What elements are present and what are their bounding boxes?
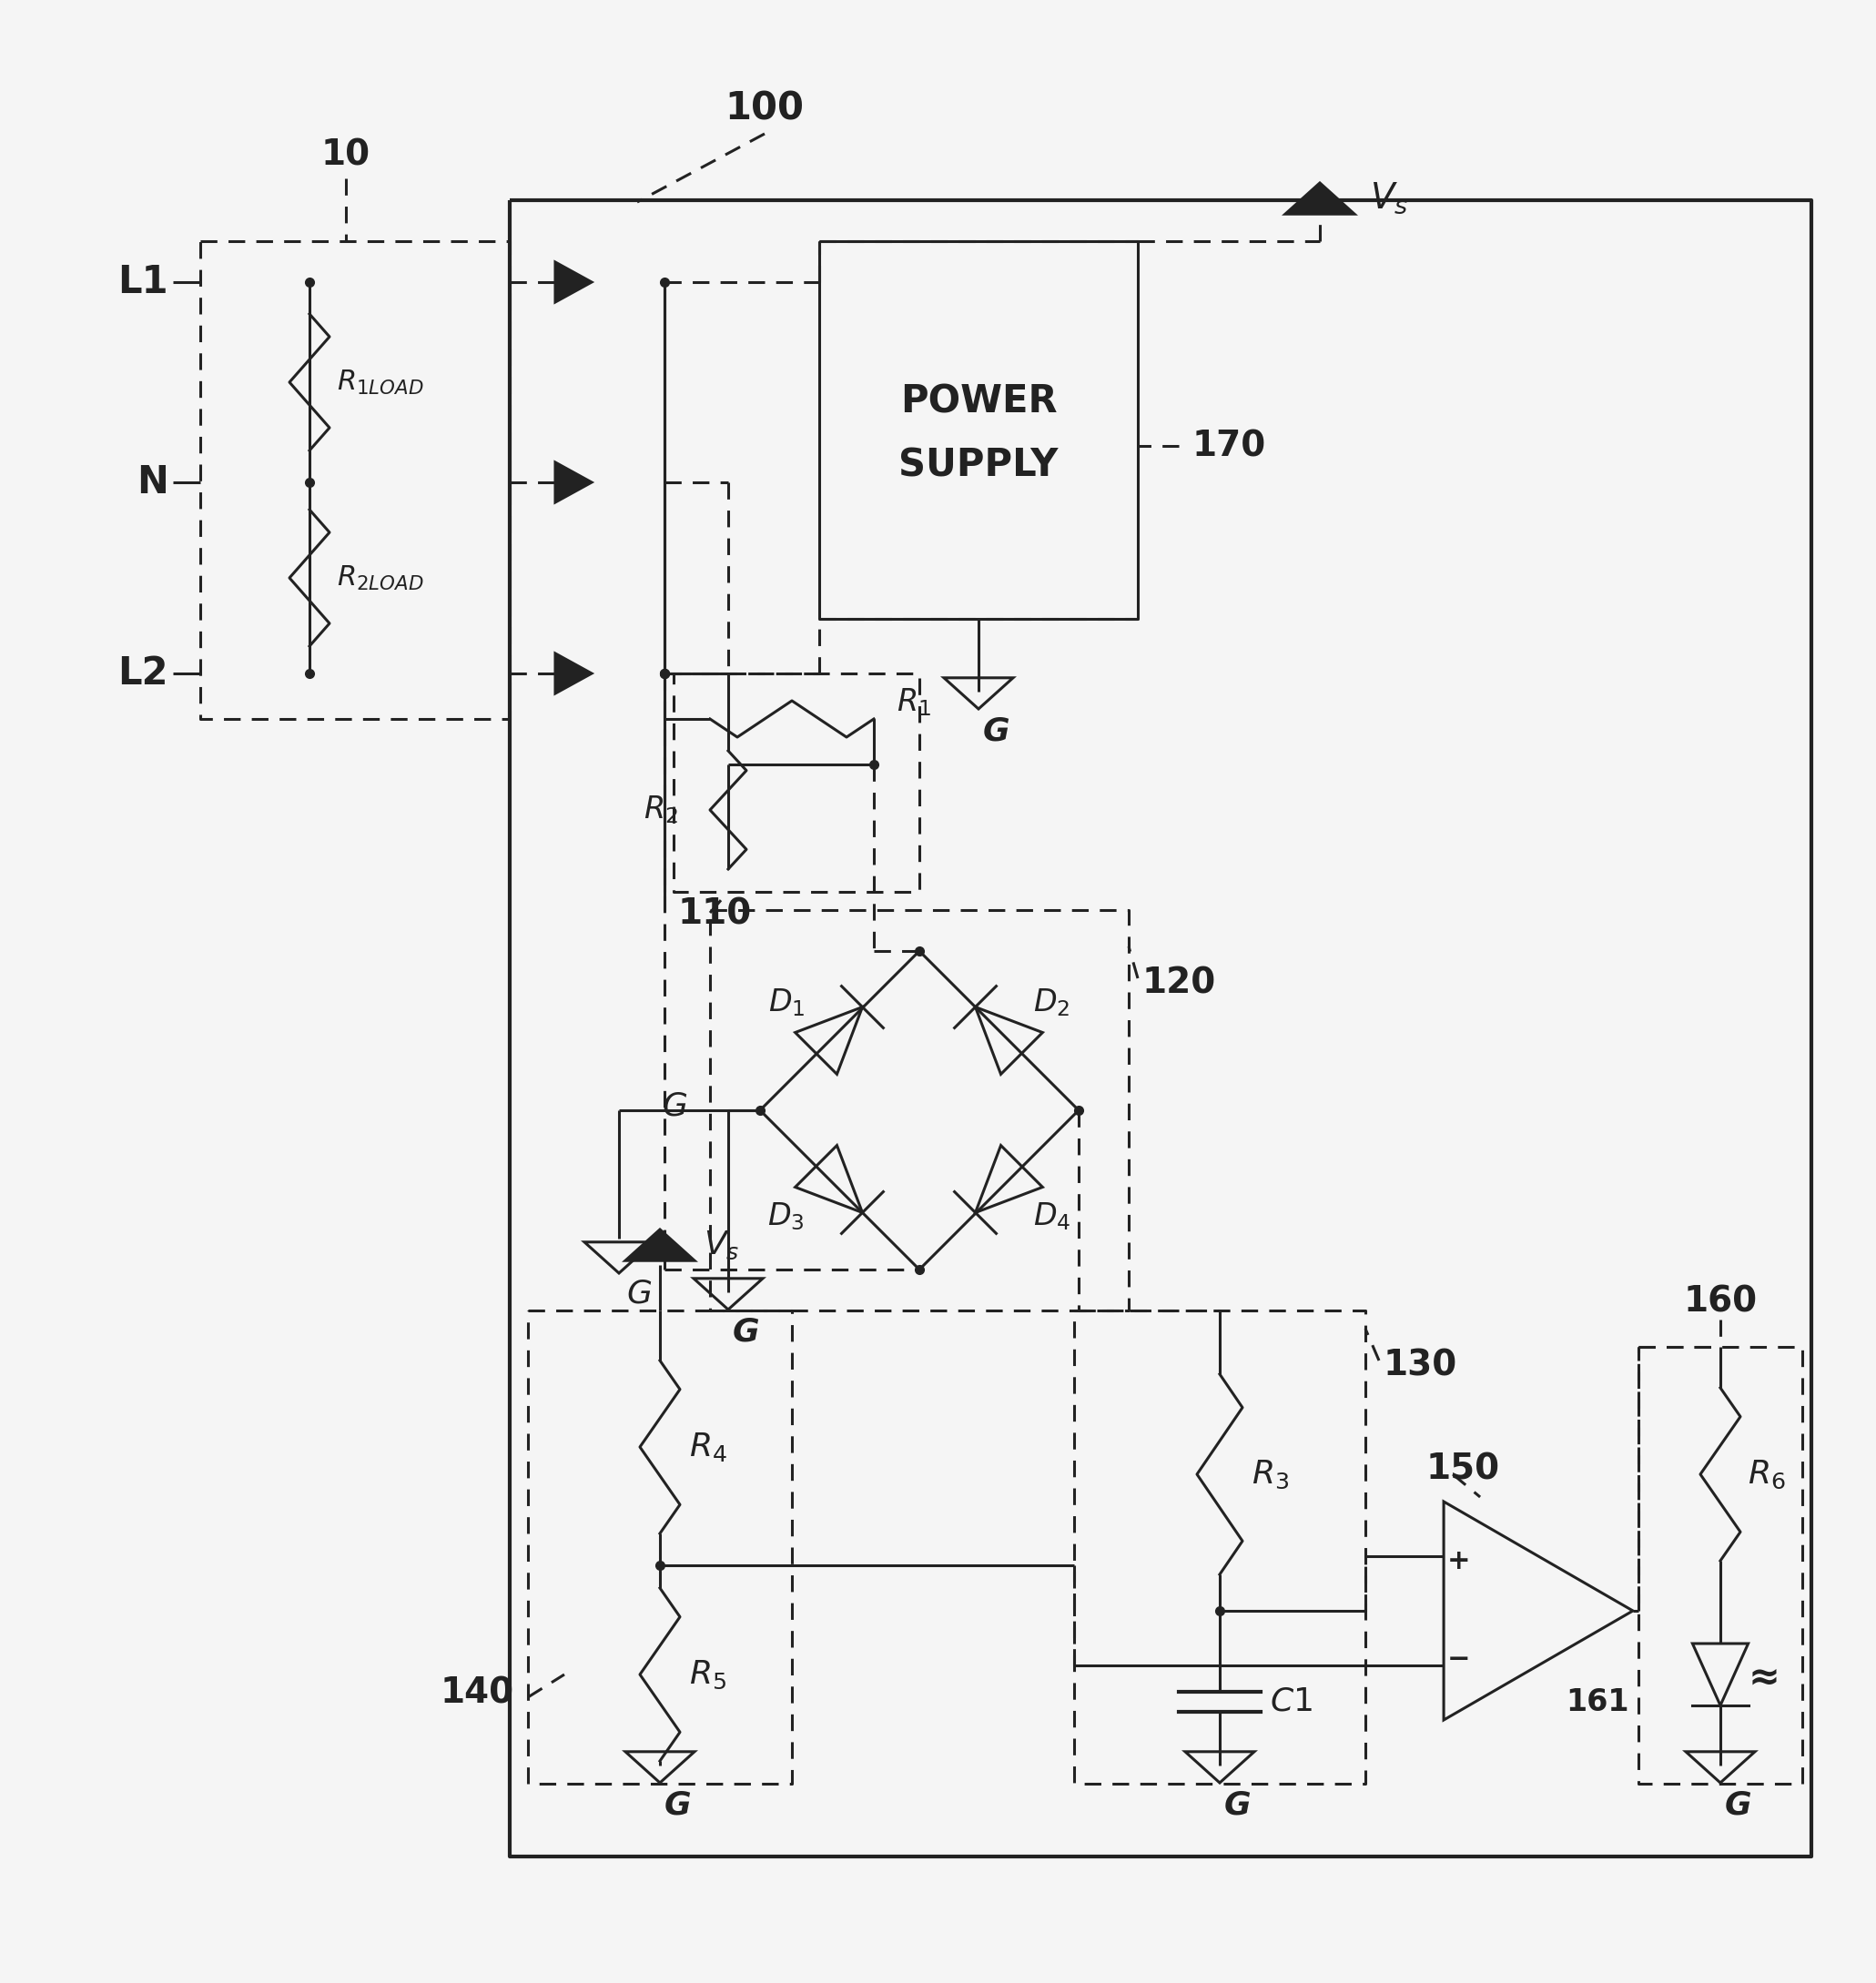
Text: G: G — [664, 1791, 692, 1820]
Text: $R_1$: $R_1$ — [897, 686, 930, 718]
Text: $R_5$: $R_5$ — [688, 1658, 726, 1691]
Polygon shape — [1285, 182, 1354, 214]
Text: $C1$: $C1$ — [1270, 1686, 1313, 1717]
Text: $D_2$: $D_2$ — [1034, 988, 1069, 1019]
Text: 161: 161 — [1566, 1688, 1630, 1717]
Text: +: + — [1446, 1549, 1471, 1575]
Text: $R_2$: $R_2$ — [643, 793, 677, 825]
Polygon shape — [625, 1229, 694, 1261]
Text: 140: 140 — [441, 1676, 514, 1709]
Text: 170: 170 — [1193, 428, 1266, 464]
Text: $R_{2LOAD}$: $R_{2LOAD}$ — [338, 563, 424, 593]
Text: $V_s$: $V_s$ — [1369, 180, 1409, 216]
Text: $R_{1LOAD}$: $R_{1LOAD}$ — [338, 369, 424, 397]
Text: $R_6$: $R_6$ — [1748, 1458, 1786, 1491]
Text: G: G — [1225, 1791, 1251, 1820]
Text: G: G — [983, 716, 1009, 748]
Text: −: − — [1446, 1646, 1471, 1674]
Text: $R_3$: $R_3$ — [1251, 1458, 1289, 1491]
Text: G: G — [1724, 1791, 1752, 1820]
Text: N: N — [137, 464, 169, 502]
Text: ≈: ≈ — [1748, 1658, 1780, 1697]
Text: 10: 10 — [321, 137, 371, 173]
Text: 150: 150 — [1426, 1452, 1499, 1487]
Polygon shape — [555, 262, 591, 301]
Text: SUPPLY: SUPPLY — [899, 446, 1058, 486]
Text: 160: 160 — [1683, 1285, 1758, 1319]
Polygon shape — [555, 654, 591, 694]
Text: 110: 110 — [677, 898, 752, 932]
Text: L1: L1 — [118, 264, 169, 301]
Polygon shape — [555, 462, 591, 502]
Text: 120: 120 — [1142, 966, 1216, 999]
Text: $V_s$: $V_s$ — [704, 1229, 739, 1261]
Text: $D_3$: $D_3$ — [767, 1202, 805, 1233]
Text: L2: L2 — [118, 654, 169, 692]
Text: 100: 100 — [724, 89, 805, 129]
Text: POWER: POWER — [900, 383, 1056, 420]
Text: $D_1$: $D_1$ — [767, 988, 805, 1019]
Text: $D_4$: $D_4$ — [1034, 1202, 1071, 1233]
Text: $R_4$: $R_4$ — [688, 1430, 728, 1463]
Text: G: G — [734, 1317, 760, 1348]
Text: G: G — [627, 1277, 651, 1309]
Text: 130: 130 — [1384, 1348, 1458, 1382]
Text: G: G — [662, 1091, 687, 1120]
